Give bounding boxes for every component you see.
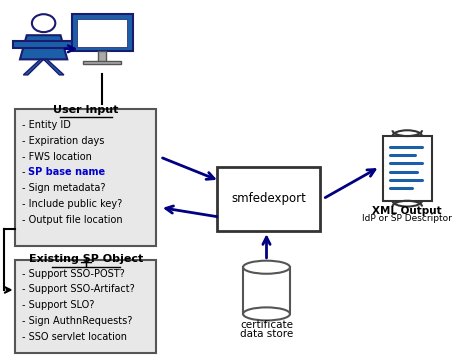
Text: XML Output: XML Output [372, 206, 442, 216]
Text: - Sign AuthnRequests?: - Sign AuthnRequests? [22, 316, 132, 326]
Text: -: - [22, 167, 28, 177]
Text: - Sign metadata?: - Sign metadata? [22, 183, 105, 193]
Ellipse shape [243, 307, 290, 320]
Polygon shape [20, 35, 67, 59]
Text: Existing SP Object: Existing SP Object [29, 254, 143, 264]
Text: - Expiration days: - Expiration days [22, 136, 104, 146]
Bar [72, 14, 133, 51]
Text: SP base name: SP base name [28, 167, 105, 177]
Text: +: + [78, 253, 93, 272]
Text: - Support SLO?: - Support SLO? [22, 300, 94, 310]
FancyBboxPatch shape [16, 109, 156, 246]
Text: User Input: User Input [53, 105, 118, 115]
Text: - FWS location: - FWS location [22, 152, 92, 161]
FancyBboxPatch shape [217, 167, 320, 231]
Bar [98, 51, 106, 62]
Text: - Support SSO-POST?: - Support SSO-POST? [22, 269, 124, 279]
Circle shape [32, 14, 55, 32]
Bar [13, 41, 74, 48]
Bar [243, 267, 290, 314]
FancyBboxPatch shape [16, 260, 156, 353]
Text: - Include public key?: - Include public key? [22, 199, 122, 209]
Text: smfedexport: smfedexport [231, 193, 306, 206]
Text: - SSO servlet location: - SSO servlet location [22, 332, 126, 342]
Ellipse shape [243, 261, 290, 274]
Text: - Output file location: - Output file location [22, 215, 122, 225]
Bar [383, 136, 432, 201]
Text: IdP or SP Descriptor: IdP or SP Descriptor [362, 214, 452, 223]
Polygon shape [23, 59, 43, 75]
Text: - Support SSO-Artifact?: - Support SSO-Artifact? [22, 285, 135, 294]
Bar [83, 61, 121, 64]
Text: data store: data store [240, 329, 293, 339]
Polygon shape [43, 59, 64, 75]
Text: - Entity ID: - Entity ID [22, 120, 70, 130]
Bar [77, 18, 127, 47]
Text: certificate: certificate [240, 320, 293, 330]
